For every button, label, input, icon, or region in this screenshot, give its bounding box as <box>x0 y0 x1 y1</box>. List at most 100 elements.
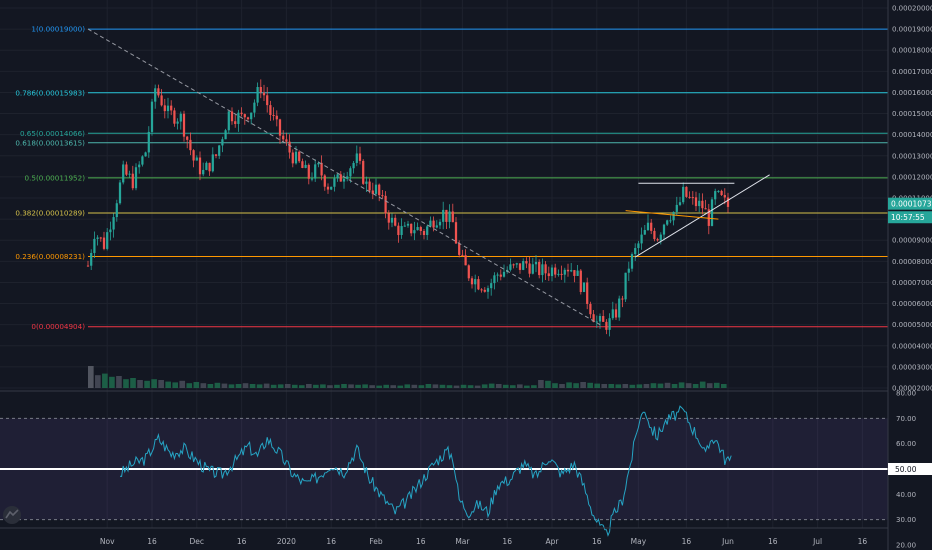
candle-body <box>557 273 560 275</box>
volume-bar <box>102 373 108 388</box>
candle-body <box>224 130 227 140</box>
candle-body <box>234 121 237 124</box>
candle-body <box>374 184 378 194</box>
candle-body <box>483 289 486 292</box>
volume-bar <box>383 384 390 388</box>
candle-body <box>445 209 448 222</box>
candle-body <box>490 283 493 289</box>
candle-body <box>330 186 333 190</box>
time-axis[interactable]: Nov 16 Dec 16 2020 16 Feb 16 Mar 16 Apr 16 May 16 Jun 1… <box>0 527 888 546</box>
candle-body <box>138 164 141 168</box>
volume-bar <box>650 383 657 388</box>
volume-bar <box>502 384 509 388</box>
candle-body <box>346 176 349 179</box>
candle-body <box>294 151 298 164</box>
volume-bar <box>594 383 600 388</box>
candle-body <box>125 164 128 175</box>
fib-level-label: 0.5(0.00011952) <box>25 173 86 182</box>
volume-bar <box>390 385 397 388</box>
price-tick-label: 0.00015000 <box>892 110 932 118</box>
volume-bar <box>137 380 143 388</box>
price-tick-label: 0.00017000 <box>892 68 932 76</box>
candle-body <box>419 227 422 231</box>
time-tick-label: 16 <box>326 537 336 546</box>
candle-body <box>157 88 160 96</box>
time-tick-label: 16 <box>502 537 512 546</box>
volume-bar <box>706 383 713 388</box>
candle-body <box>93 238 96 253</box>
volume-bar <box>580 382 586 388</box>
candle-body <box>256 86 259 103</box>
candle-body <box>211 154 214 172</box>
price-tick-label: 0.00002000 <box>892 385 932 393</box>
volume-bar <box>692 384 699 388</box>
candle-body <box>682 186 685 203</box>
volume-bar <box>88 366 94 388</box>
candle-body <box>528 263 531 274</box>
volume-bar <box>207 384 214 388</box>
candle-body <box>477 279 480 290</box>
candle-body <box>285 139 288 142</box>
candle-body <box>624 272 627 300</box>
volume-bar <box>249 384 256 388</box>
candle-body <box>726 197 730 207</box>
price-tag-label: 0.00010732 <box>891 200 932 209</box>
candle-body <box>570 270 573 272</box>
price-tick-label: 0.00013000 <box>892 152 932 160</box>
candle-body <box>384 195 387 214</box>
candle-body <box>688 196 691 198</box>
candle-body <box>166 105 170 112</box>
candle-body <box>675 204 678 212</box>
candle-body <box>656 239 659 241</box>
volume-bar <box>404 384 411 388</box>
candle-body <box>538 261 541 276</box>
candle-body <box>362 160 365 184</box>
price-tick-label: 0.00006000 <box>892 300 932 308</box>
candle-body <box>691 197 694 199</box>
candle-body <box>707 209 710 226</box>
price-tick-label: 0.00007000 <box>892 279 932 287</box>
candle-body <box>304 164 307 168</box>
candle-body <box>186 136 189 140</box>
rsi-pane[interactable] <box>0 390 888 537</box>
candle-body <box>579 270 582 292</box>
tradingview-logo-icon[interactable] <box>3 506 21 524</box>
candle-body <box>611 309 614 319</box>
time-tick-label: Jun <box>721 537 734 546</box>
candle-body <box>221 139 224 146</box>
fib-level-label: 0.618(0.00013615) <box>15 138 85 147</box>
volume-bar <box>657 383 664 388</box>
candle-body <box>275 115 278 120</box>
candle-body <box>720 190 723 196</box>
candle-body <box>278 119 282 136</box>
fibonacci-retracement[interactable]: 1(0.00019000) 0.786(0.00015983) 0.65(0.000… <box>15 25 888 332</box>
time-tick-label: 16 <box>592 537 602 546</box>
candle-body <box>170 105 173 111</box>
candle-body <box>499 274 502 277</box>
price-tick-label: 0.00019000 <box>892 26 932 34</box>
volume-bar <box>713 382 720 388</box>
time-tick-label: Dec <box>190 537 205 546</box>
candle-body <box>349 168 352 177</box>
volume-bar <box>495 384 502 388</box>
candle-body <box>323 175 326 187</box>
volume-bar <box>313 384 319 388</box>
candle-body <box>598 316 602 322</box>
candle-body <box>432 220 435 228</box>
candle-body <box>365 181 368 184</box>
volume-bar <box>545 380 551 388</box>
candle-body <box>333 178 336 187</box>
volume-bar <box>425 384 432 388</box>
volume-bar <box>453 385 460 388</box>
trendlines[interactable] <box>87 28 770 326</box>
candle-body <box>442 209 445 222</box>
volume-bar <box>509 385 516 388</box>
candle-body <box>608 318 611 330</box>
candle-body <box>189 139 192 151</box>
candle-body <box>522 261 525 270</box>
candle-body <box>214 154 218 156</box>
price-axis-background <box>888 0 932 550</box>
candle-body <box>618 298 621 318</box>
price-axis[interactable]: 0.00020000 0.00019000 0.00018000 0.00017000… <box>887 0 932 550</box>
